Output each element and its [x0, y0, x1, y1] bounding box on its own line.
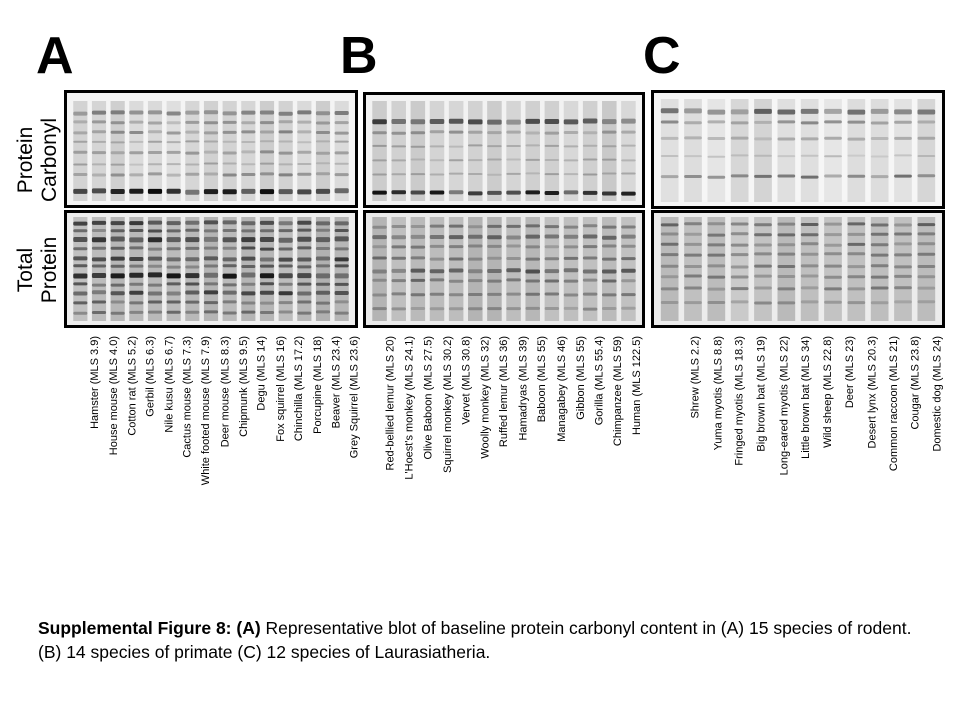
lane-label-a-4: Gerbil (MLS 6.3): [133, 336, 157, 546]
lane-label-b-11: Gibbon (MLS 55): [563, 336, 587, 546]
lane-label-a-13: Porcupine (MLS 18): [300, 336, 324, 546]
row-label-total-line1: Total: [14, 247, 37, 293]
lane-label-c-10: Common raccoon (MLS 21): [876, 336, 900, 546]
lane-labels-b: Red-bellied lemur (MLS 20) L'Hoest's monk…: [363, 336, 645, 546]
lane-label-a-1: Hamster (MLS 3.9): [77, 336, 101, 546]
lane-label-c-3: Fringed myotis (MLS 18.3): [722, 336, 746, 546]
lane-label-a-11: Fox squirrel (MLS 16): [263, 336, 287, 546]
lane-label-c-4: Big brown bat (MLS 19): [744, 336, 768, 546]
lane-label-a-5: Nile kusu (MLS 6.7): [151, 336, 175, 546]
lane-label-b-8: Hamadryas (MLS 39): [506, 336, 530, 546]
blot-a-total-image: [67, 213, 355, 325]
lane-label-c-11: Cougar (MLS 23.8): [898, 336, 922, 546]
figure-caption: Supplemental Figure 8: (A) Representativ…: [38, 616, 938, 664]
blot-b-total-image: [366, 213, 642, 325]
lane-label-a-2: House mouse (MLS 4.0): [96, 336, 120, 546]
blot-c-total: [651, 210, 945, 328]
row-label-carbonyl: Protein Carbonyl: [14, 100, 62, 220]
lane-label-text: Grey Squirrel (MLS 23.6): [348, 336, 361, 459]
lane-labels-a: Hamster (MLS 3.9) House mouse (MLS 4.0) Co…: [64, 336, 361, 546]
blot-c-carbonyl-image: [654, 93, 942, 206]
lane-label-a-3: Cotton rat (MLS 5.2): [114, 336, 138, 546]
lane-label-b-4: Squirrel monkey (MLS 30.2): [430, 336, 454, 546]
lane-label-a-6: Cactus mouse (MLS 7.3): [170, 336, 194, 546]
blot-a-carbonyl-image: [67, 93, 355, 205]
lane-label-b-2: L'Hoest's monkey (MLS 24.1): [392, 336, 416, 546]
row-label-carbonyl-line1: Protein: [14, 126, 37, 194]
caption-bold: Supplemental Figure 8: (A): [38, 618, 261, 638]
lane-label-b-7: Ruffed lemur (MLS 36): [487, 336, 511, 546]
blot-b-carbonyl: [363, 92, 645, 208]
blot-b-carbonyl-image: [366, 95, 642, 205]
blot-a-total: [64, 210, 358, 328]
lane-label-text: Human (MLS 122.5): [631, 336, 644, 436]
blot-c-carbonyl: [651, 90, 945, 209]
lane-label-b-10: Managabey (MLS 46): [544, 336, 568, 546]
lane-label-c-5: Long-eared myotis (MLS 22): [766, 336, 790, 546]
lane-label-b-3: Olive Baboon (MLS 27.5): [411, 336, 435, 546]
lane-label-a-8: Deer mouse (MLS 8.3): [207, 336, 231, 546]
panel-letter-b: B: [340, 27, 378, 85]
lane-label-c-9: Desert lynx (MLS 20.3): [854, 336, 878, 546]
lane-label-b-6: Woolly monkey (MLS 32): [468, 336, 492, 546]
lane-label-a-10: Degu (MLS 14): [244, 336, 268, 546]
lane-label-a-12: Chinchilla (MLS 17.2): [281, 336, 305, 546]
blot-c-total-image: [654, 213, 942, 325]
lane-label-a-9: Chipmunk (MLS 9.5): [226, 336, 250, 546]
lane-label-c-7: Wild sheep (MLS 22.8): [810, 336, 834, 546]
row-label-total: Total Protein: [14, 214, 62, 326]
lane-label-c-1: Shrew (MLS 2.2): [678, 336, 702, 546]
lane-label-a-14: Beaver (MLS 23.4): [318, 336, 342, 546]
lane-label-b-12: Gorilla (MLS 55.4): [582, 336, 606, 546]
lane-label-a-15: Grey Squirrel (MLS 23.6): [337, 336, 361, 546]
lane-label-c-8: Deer (MLS 23): [832, 336, 856, 546]
panel-letter-c: C: [643, 27, 681, 85]
lane-label-b-1: Red-bellied lemur (MLS 20): [373, 336, 397, 546]
lane-label-c-2: Yuma myotis (MLS 8.8): [700, 336, 724, 546]
lane-label-c-6: Little brown bat (MLS 34): [788, 336, 812, 546]
lane-labels-c: Shrew (MLS 2.2) Yuma myotis (MLS 8.8) Frin…: [651, 336, 945, 546]
blot-b-total: [363, 210, 645, 328]
lane-label-text: Domestic dog (MLS 24): [932, 336, 944, 452]
lane-label-a-7: White footed mouse (MLS 7.9): [188, 336, 212, 546]
row-label-total-line2: Protein: [38, 236, 61, 304]
caption-text: Representative blot of baseline protein …: [38, 618, 912, 662]
lane-label-c-12: Domestic dog (MLS 24): [920, 336, 944, 546]
lane-label-b-5: Vervet (MLS 30.8): [449, 336, 473, 546]
lane-label-b-14: Human (MLS 122.5): [620, 336, 644, 546]
lane-label-b-13: Chimpanzee (MLS 59): [601, 336, 625, 546]
panel-letter-a: A: [36, 27, 74, 85]
lane-label-b-9: Baboon (MLS 55): [525, 336, 549, 546]
blot-a-carbonyl: [64, 90, 358, 208]
row-label-carbonyl-line2: Carbonyl: [38, 117, 61, 203]
